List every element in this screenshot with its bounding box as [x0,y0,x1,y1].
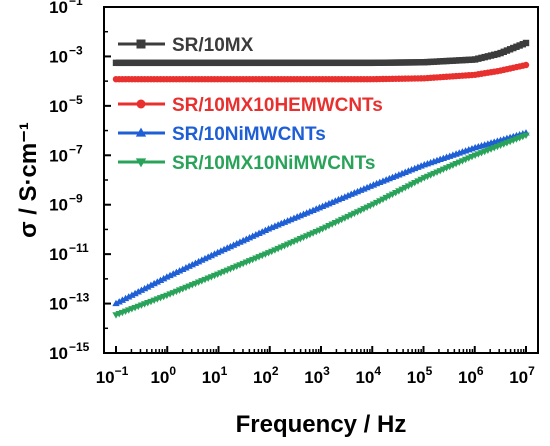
x-tick-label: 100 [150,364,176,387]
legend-label: SR/10MX [172,35,254,56]
x-tick-label: 103 [304,364,330,387]
data-point [121,294,130,302]
data-point [125,293,133,300]
legend-label: SR/10MX10HEMWCNTs [172,95,383,116]
y-tick-exponent: −13 [69,291,90,305]
data-point [147,281,155,288]
data-point [140,284,149,292]
legend-label: SR/10NiMWCNTs [172,124,326,145]
y-tick-label: 10 [49,47,68,66]
data-point [156,276,165,283]
y-tick-exponent: −1 [69,0,83,8]
y-tick-label: 10 [49,146,68,165]
x-tick-label: 101 [202,364,228,387]
y-tick-label: 10 [49,97,68,116]
y-tick-label: 10 [49,295,68,314]
x-tick-label: 105 [407,364,433,387]
data-point [128,291,136,298]
y-tick-exponent: −7 [69,142,83,156]
x-tick-label: 102 [253,364,279,387]
data-point [150,279,158,287]
data-point [137,286,146,293]
data-point [135,127,147,137]
data-point [522,39,530,47]
data-point [135,158,147,168]
data-point [159,274,168,282]
legend-label: SR/10MX10NiMWCNTs [172,153,375,174]
x-tick-label: 104 [355,364,381,387]
data-point [153,278,161,285]
data-point [136,99,146,109]
x-axis-title: Frequency / Hz [236,411,407,438]
y-tick-label: 10 [49,196,68,215]
axis-layer: 10−1 100 101 102 103 104 105 106 10710−1510−1310… [49,0,535,387]
data-point [131,289,139,297]
y-tick-label: 10 [49,0,68,17]
y-tick-exponent: −11 [69,241,89,255]
legend-item: SR/10NiMWCNTs [118,124,326,145]
y-tick-label: 10 [49,245,68,264]
x-tick-label: 106 [458,364,484,387]
data-point [144,283,152,290]
data-point [134,288,142,295]
data-point [112,299,120,307]
y-axis-title: σ / S·cm⁻¹ [15,122,42,238]
data-point [522,61,530,69]
legend: SR/10MX SR/10MX10HEMWCNTs SR/10NiMWCNTs SR/… [118,35,383,174]
data-point [522,132,530,140]
series-circle [112,61,530,83]
series-square [112,39,530,67]
series-triangle-down [112,132,530,319]
legend-item: SR/10MX [118,35,254,56]
data-point [118,296,127,303]
y-tick-exponent: −5 [69,93,83,107]
y-tick-label: 10 [49,344,68,363]
x-tick-label: 10−1 [96,364,129,387]
legend-item: SR/10MX10HEMWCNTs [118,95,383,116]
x-tick-label: 107 [509,364,535,387]
data-point [115,298,123,305]
y-tick-exponent: −15 [69,340,90,354]
legend-item: SR/10MX10NiMWCNTs [118,153,375,174]
y-tick-exponent: −9 [69,192,83,206]
data-point [136,39,146,49]
y-tick-exponent: −3 [69,43,83,57]
series-layer [112,39,530,319]
